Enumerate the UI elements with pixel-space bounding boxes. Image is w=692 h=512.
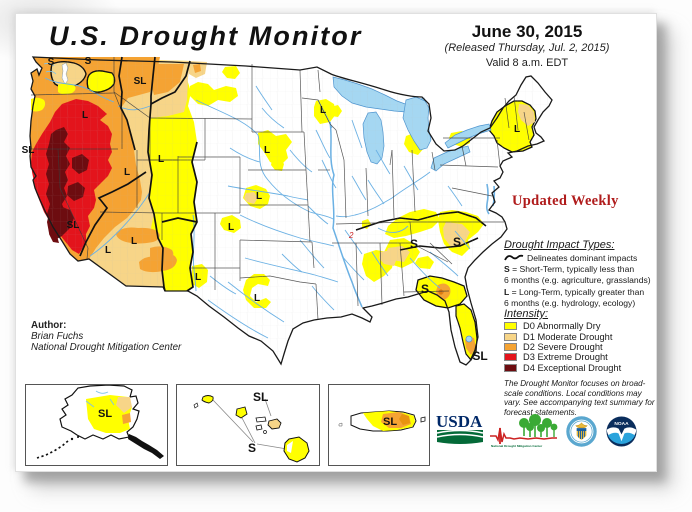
svg-text:National Drought Mitigation C: National Drought Mitigation Center xyxy=(491,444,543,448)
svg-text:S: S xyxy=(248,441,256,455)
svg-text:SL: SL xyxy=(253,390,268,404)
svg-text:SL: SL xyxy=(98,408,112,420)
svg-text:NOAA: NOAA xyxy=(614,421,629,427)
svg-text:SL: SL xyxy=(383,416,397,428)
svg-text:USDA: USDA xyxy=(436,413,483,431)
